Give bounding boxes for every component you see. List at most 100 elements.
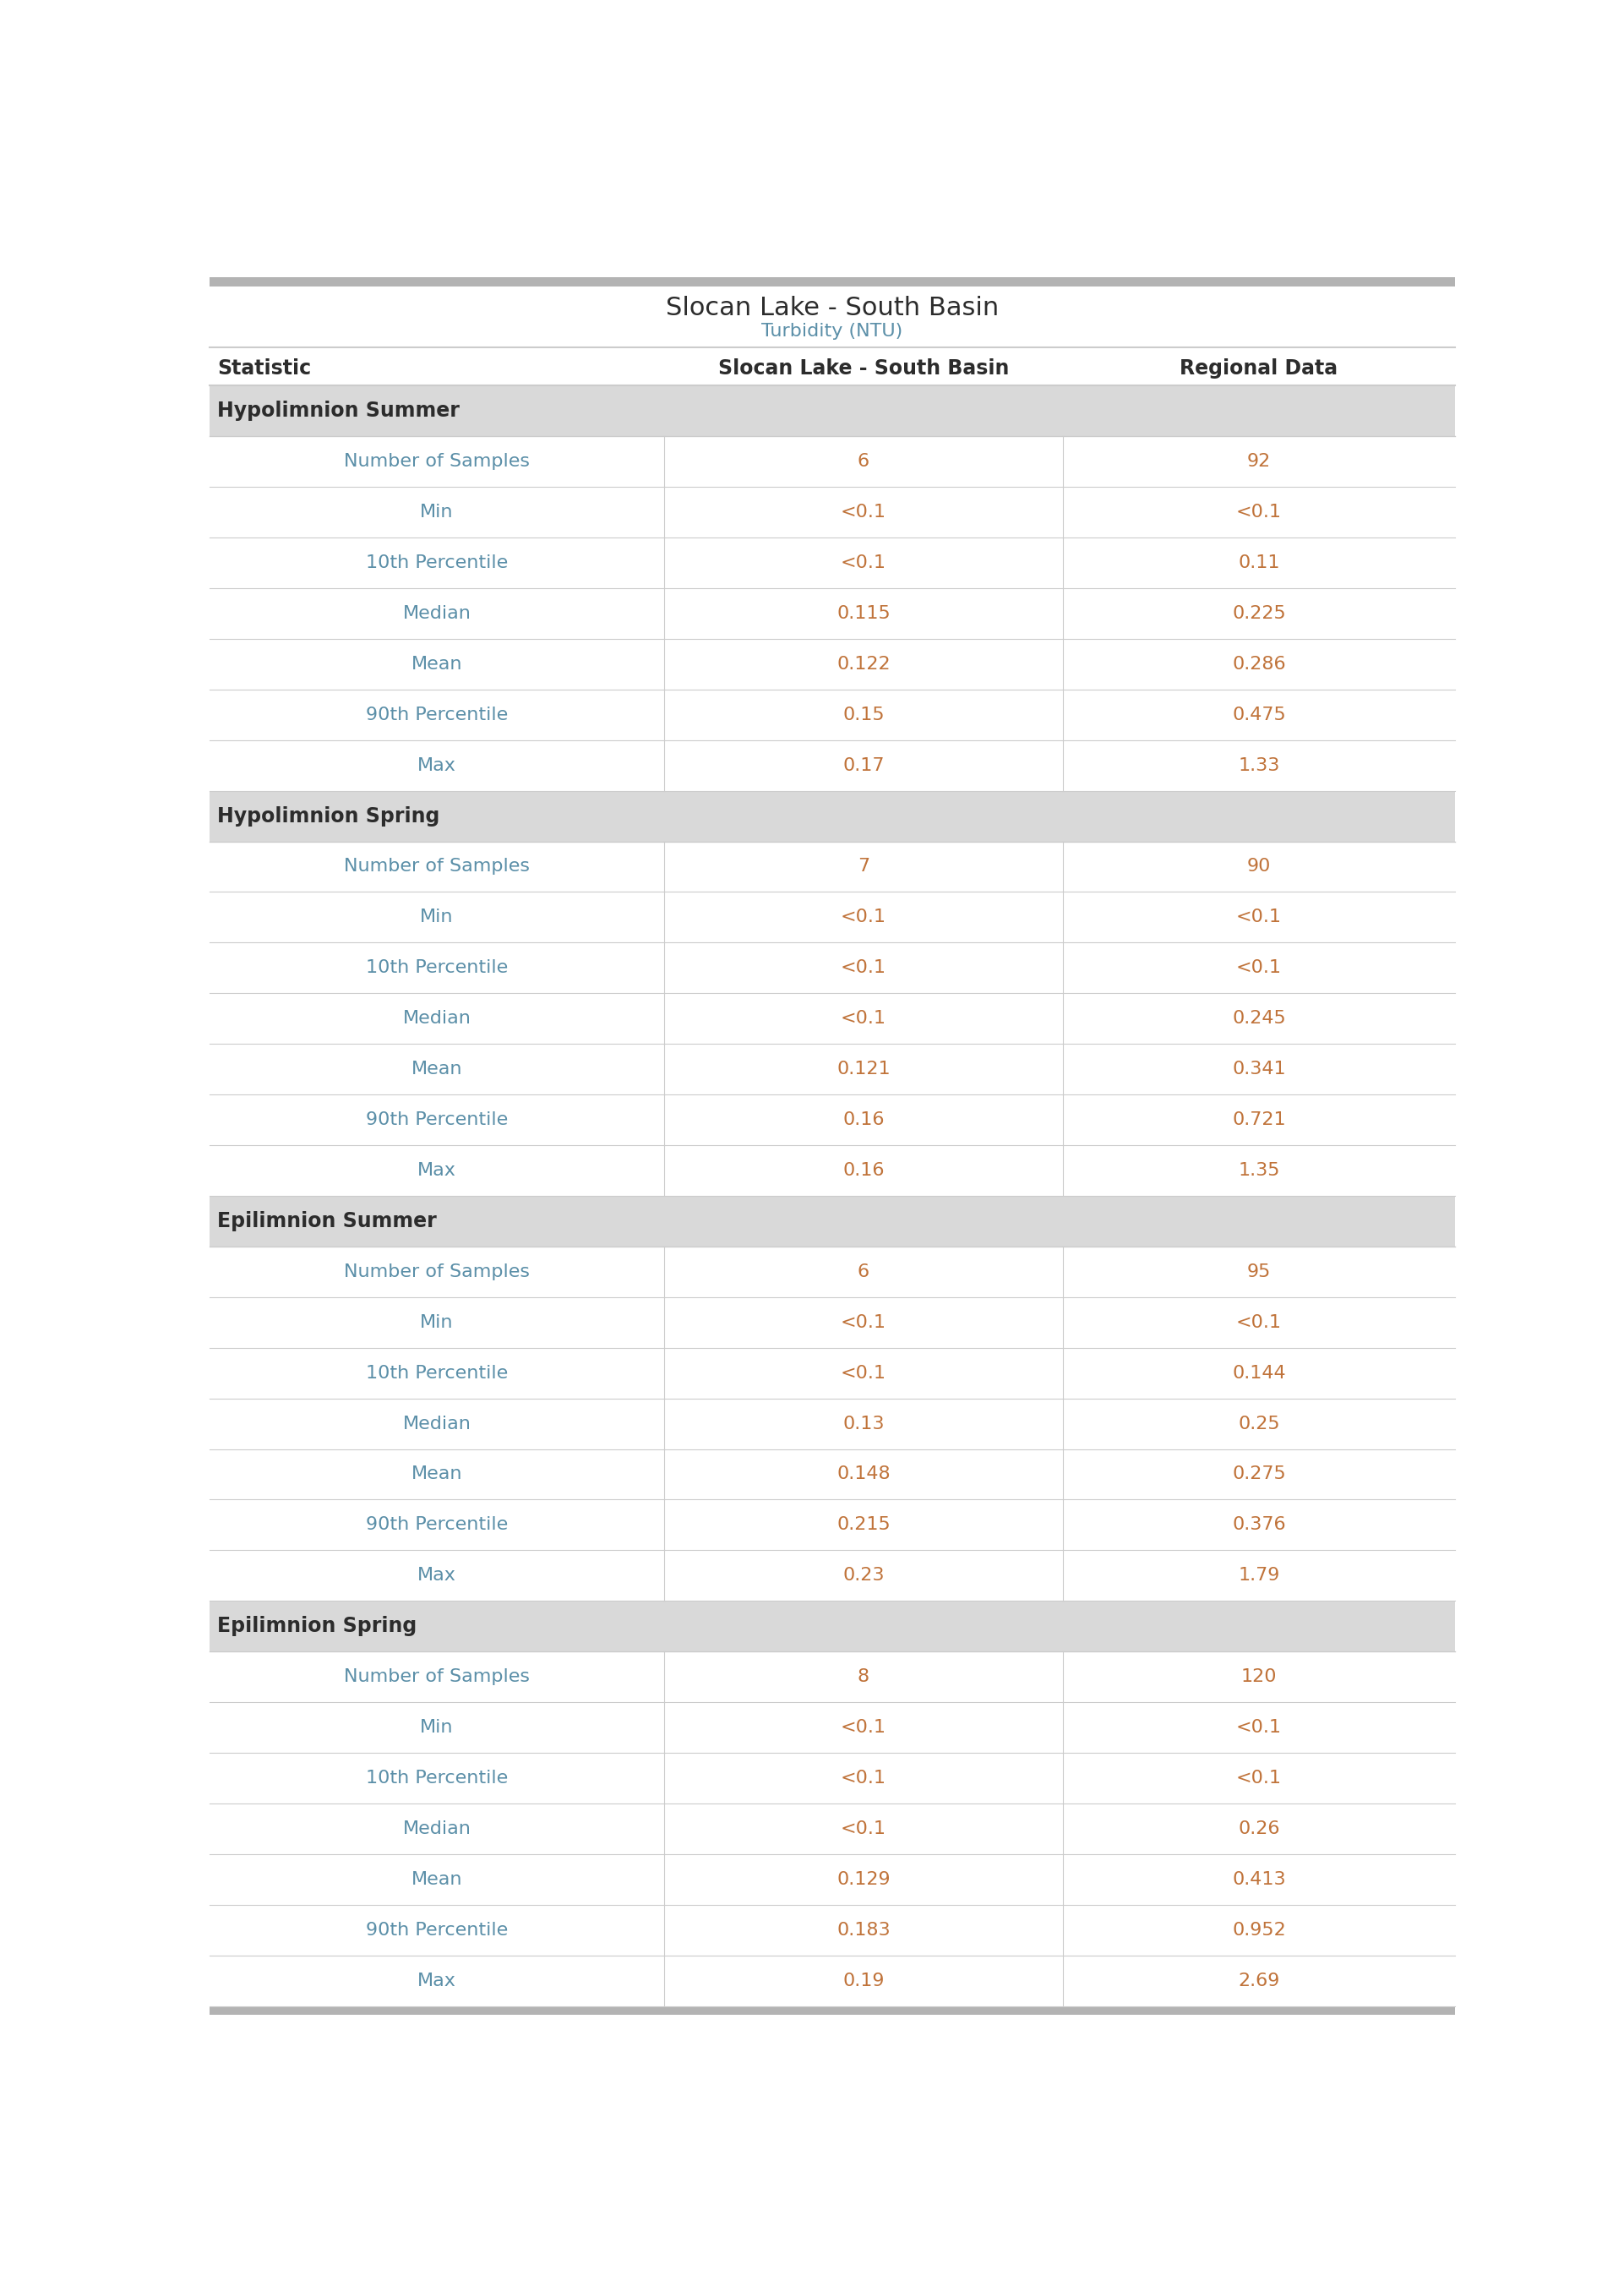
Text: Mean: Mean bbox=[411, 1466, 463, 1482]
Text: Hypolimnion Summer: Hypolimnion Summer bbox=[218, 402, 460, 422]
Text: 0.144: 0.144 bbox=[1233, 1364, 1286, 1382]
Text: 90th Percentile: 90th Percentile bbox=[365, 706, 508, 724]
Bar bbox=[209, 1348, 1455, 1398]
Text: Mean: Mean bbox=[411, 656, 463, 672]
Bar bbox=[209, 1653, 1455, 1702]
Bar bbox=[209, 1144, 1455, 1196]
Text: 6: 6 bbox=[857, 454, 869, 470]
Text: 2.69: 2.69 bbox=[1237, 1973, 1280, 1989]
Text: Turbidity (NTU): Turbidity (NTU) bbox=[762, 322, 903, 340]
Text: 6: 6 bbox=[857, 1264, 869, 1280]
Bar bbox=[209, 2007, 1455, 2016]
Text: 0.15: 0.15 bbox=[843, 706, 885, 724]
Text: 0.23: 0.23 bbox=[843, 1566, 885, 1584]
Text: 0.115: 0.115 bbox=[836, 606, 890, 622]
Text: 0.245: 0.245 bbox=[1233, 1010, 1286, 1026]
Text: Median: Median bbox=[403, 1010, 471, 1026]
Bar bbox=[209, 386, 1455, 436]
Text: 0.121: 0.121 bbox=[836, 1060, 890, 1078]
Text: <0.1: <0.1 bbox=[841, 1364, 887, 1382]
Bar bbox=[209, 842, 1455, 892]
Bar bbox=[209, 486, 1455, 538]
Bar bbox=[209, 892, 1455, 942]
Bar bbox=[209, 1448, 1455, 1500]
Text: Number of Samples: Number of Samples bbox=[344, 1264, 529, 1280]
Text: Max: Max bbox=[417, 1973, 456, 1989]
Text: 1.79: 1.79 bbox=[1237, 1566, 1280, 1584]
Text: 120: 120 bbox=[1241, 1668, 1276, 1684]
Text: Median: Median bbox=[403, 1821, 471, 1836]
Text: Number of Samples: Number of Samples bbox=[344, 858, 529, 876]
Bar bbox=[209, 1802, 1455, 1855]
Text: <0.1: <0.1 bbox=[841, 1771, 887, 1786]
Text: 0.215: 0.215 bbox=[836, 1516, 890, 1535]
Text: Max: Max bbox=[417, 1566, 456, 1584]
Text: Epilimnion Summer: Epilimnion Summer bbox=[218, 1210, 437, 1230]
Text: <0.1: <0.1 bbox=[841, 1314, 887, 1330]
Bar bbox=[209, 1954, 1455, 2007]
Text: Slocan Lake - South Basin: Slocan Lake - South Basin bbox=[666, 295, 999, 320]
Text: 8: 8 bbox=[857, 1668, 869, 1684]
Bar bbox=[209, 277, 1455, 286]
Bar bbox=[209, 538, 1455, 588]
Text: Mean: Mean bbox=[411, 1060, 463, 1078]
Text: Median: Median bbox=[403, 606, 471, 622]
Text: 0.275: 0.275 bbox=[1233, 1466, 1286, 1482]
Text: Regional Data: Regional Data bbox=[1179, 359, 1338, 379]
Text: 90: 90 bbox=[1247, 858, 1272, 876]
Text: 0.952: 0.952 bbox=[1233, 1923, 1286, 1939]
Text: 10th Percentile: 10th Percentile bbox=[365, 1771, 508, 1786]
Text: <0.1: <0.1 bbox=[1236, 1771, 1281, 1786]
Text: 0.26: 0.26 bbox=[1237, 1821, 1280, 1836]
Text: Min: Min bbox=[421, 504, 453, 520]
Text: Number of Samples: Number of Samples bbox=[344, 1668, 529, 1684]
Text: 95: 95 bbox=[1247, 1264, 1272, 1280]
Text: 90th Percentile: 90th Percentile bbox=[365, 1516, 508, 1535]
Bar bbox=[209, 436, 1455, 486]
Bar bbox=[209, 1855, 1455, 1905]
Text: 1.35: 1.35 bbox=[1237, 1162, 1280, 1178]
Text: <0.1: <0.1 bbox=[841, 1821, 887, 1836]
Text: 0.122: 0.122 bbox=[836, 656, 890, 672]
Bar bbox=[209, 1550, 1455, 1600]
Text: 0.25: 0.25 bbox=[1237, 1414, 1280, 1432]
Bar bbox=[209, 1398, 1455, 1448]
Text: Min: Min bbox=[421, 908, 453, 926]
Text: <0.1: <0.1 bbox=[1236, 504, 1281, 520]
Bar bbox=[209, 1500, 1455, 1550]
Text: 1.33: 1.33 bbox=[1237, 756, 1280, 774]
Text: 7: 7 bbox=[857, 858, 869, 876]
Bar bbox=[209, 1196, 1455, 1246]
Text: <0.1: <0.1 bbox=[1236, 1314, 1281, 1330]
Text: 0.19: 0.19 bbox=[843, 1973, 885, 1989]
Bar bbox=[209, 790, 1455, 842]
Bar bbox=[209, 588, 1455, 638]
Text: 0.16: 0.16 bbox=[843, 1112, 885, 1128]
Text: 0.148: 0.148 bbox=[836, 1466, 890, 1482]
Bar bbox=[209, 994, 1455, 1044]
Bar bbox=[209, 638, 1455, 690]
Text: <0.1: <0.1 bbox=[841, 504, 887, 520]
Text: 0.11: 0.11 bbox=[1237, 554, 1280, 572]
Text: 0.376: 0.376 bbox=[1233, 1516, 1286, 1535]
Text: 0.475: 0.475 bbox=[1233, 706, 1286, 724]
Text: 0.721: 0.721 bbox=[1233, 1112, 1286, 1128]
Bar bbox=[209, 1702, 1455, 1752]
Text: <0.1: <0.1 bbox=[1236, 908, 1281, 926]
Text: Slocan Lake - South Basin: Slocan Lake - South Basin bbox=[718, 359, 1009, 379]
Text: Hypolimnion Spring: Hypolimnion Spring bbox=[218, 806, 440, 826]
Bar bbox=[209, 1246, 1455, 1296]
Text: 0.183: 0.183 bbox=[836, 1923, 890, 1939]
Bar bbox=[209, 1905, 1455, 1954]
Bar bbox=[209, 1296, 1455, 1348]
Bar bbox=[209, 1094, 1455, 1144]
Text: 0.341: 0.341 bbox=[1233, 1060, 1286, 1078]
Text: Median: Median bbox=[403, 1414, 471, 1432]
Text: Max: Max bbox=[417, 1162, 456, 1178]
Text: <0.1: <0.1 bbox=[841, 1010, 887, 1026]
Text: Epilimnion Spring: Epilimnion Spring bbox=[218, 1616, 417, 1637]
Text: 0.129: 0.129 bbox=[836, 1870, 890, 1889]
Text: 0.413: 0.413 bbox=[1233, 1870, 1286, 1889]
Text: 0.286: 0.286 bbox=[1233, 656, 1286, 672]
Text: <0.1: <0.1 bbox=[841, 908, 887, 926]
